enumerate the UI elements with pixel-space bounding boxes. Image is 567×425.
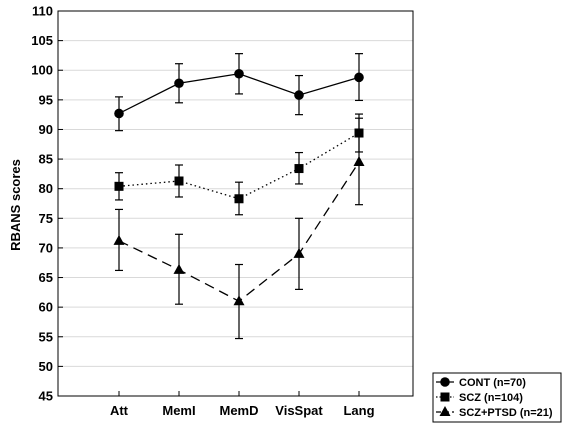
- data-point: [173, 263, 185, 274]
- data-point: [294, 90, 304, 100]
- x-tick-label: Lang: [343, 403, 374, 418]
- y-axis-label: RBANS scores: [8, 159, 23, 251]
- y-tick-label: 75: [39, 211, 53, 226]
- y-tick-label: 80: [39, 181, 53, 196]
- y-tick-label: 60: [39, 300, 53, 315]
- y-tick-label: 45: [39, 389, 53, 404]
- y-tick-label: 90: [39, 122, 53, 137]
- data-point: [113, 234, 125, 245]
- y-tick-label: 85: [39, 152, 53, 167]
- y-tick-label: 55: [39, 329, 53, 344]
- data-point: [233, 295, 245, 306]
- legend-label: CONT (n=70): [459, 377, 526, 389]
- y-axis: 45 50 55 60 65 70 75 80 85 90 95 100 105 110: [31, 4, 63, 404]
- data-point: [174, 176, 184, 186]
- x-tick-label: VisSpat: [275, 403, 323, 418]
- y-tick-label: 65: [39, 270, 53, 285]
- y-tick-label: 95: [39, 92, 53, 107]
- series-2: [114, 113, 364, 216]
- y-tick-label: 50: [39, 359, 53, 374]
- legend: CONT (n=70) SCZ (n=104) SCZ+PTSD (n=21): [432, 372, 562, 423]
- data-point: [114, 108, 124, 119]
- data-point: [353, 156, 365, 167]
- x-axis: Att MemI MemD VisSpat Lang: [110, 391, 375, 418]
- y-tick-label: 110: [32, 4, 53, 19]
- x-tick-label: MemI: [162, 403, 195, 418]
- y-tick-label: 70: [39, 240, 53, 255]
- x-tick-label: Att: [110, 403, 129, 418]
- data-point: [174, 78, 184, 89]
- gridlines: [58, 40, 413, 367]
- series-1: [114, 53, 364, 132]
- legend-item: CONT (n=70): [436, 377, 526, 389]
- legend-box: [432, 372, 562, 423]
- data-point: [354, 72, 364, 83]
- series-group: [113, 53, 365, 340]
- legend-marker: [440, 392, 450, 402]
- legend-marker: [439, 406, 451, 416]
- legend-label: SCZ+PTSD (n=21): [459, 407, 553, 419]
- data-point: [234, 68, 244, 79]
- data-point: [293, 247, 305, 258]
- legend-label: SCZ (n=104): [459, 392, 523, 404]
- legend-item: SCZ+PTSD (n=21): [436, 406, 553, 419]
- legend-item: SCZ (n=104): [436, 392, 523, 404]
- data-point: [294, 164, 304, 174]
- series-3: [113, 117, 365, 340]
- legend-marker: [440, 377, 450, 387]
- data-point: [234, 194, 244, 204]
- data-point: [114, 181, 124, 191]
- x-tick-label: MemD: [219, 403, 258, 418]
- y-tick-label: 100: [31, 63, 53, 78]
- y-tick-label: 105: [31, 33, 53, 48]
- plot-frame: [57, 10, 414, 397]
